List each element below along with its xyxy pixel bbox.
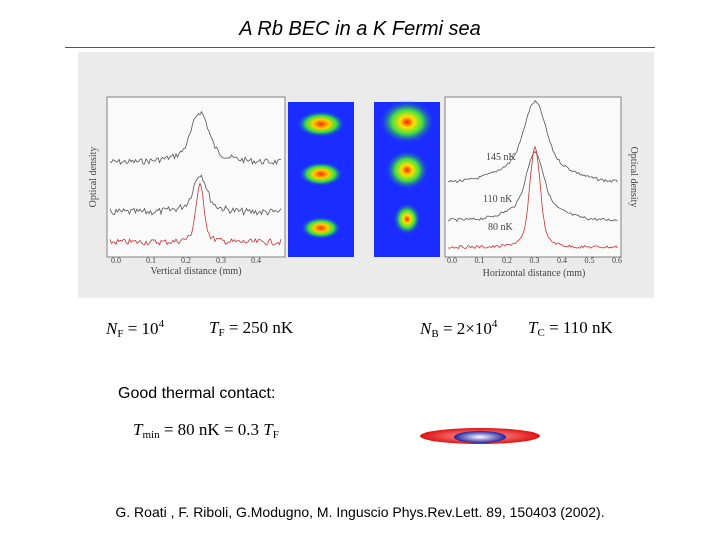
tick-label: 0.5 — [585, 256, 595, 265]
trace — [109, 182, 282, 246]
tick-label: 0.1 — [475, 256, 485, 265]
tick-label: 0.0 — [447, 256, 457, 265]
trace — [109, 110, 282, 166]
title: A Rb BEC in a K Fermi sea — [239, 18, 481, 40]
y-label: Optical density — [88, 147, 99, 208]
trace — [109, 174, 282, 217]
x-label: Horizontal distance (mm) — [483, 268, 586, 279]
tick-label: 0.2 — [181, 256, 191, 265]
tick-label: 0.3 — [216, 256, 226, 265]
tick-label: 0.1 — [146, 256, 156, 265]
formula: TC = 110 nK — [528, 318, 613, 339]
tick-label: 0.0 — [111, 256, 121, 265]
rule — [65, 47, 655, 48]
cloud-diagram — [420, 428, 540, 444]
trace — [447, 145, 618, 249]
x-label: Vertical distance (mm) — [150, 266, 241, 277]
formula: Tmin = 80 nK = 0.3 TF — [133, 420, 279, 441]
y-label: Optical density — [628, 147, 639, 208]
tick-label: 0.3 — [530, 256, 540, 265]
tick-label: 0.4 — [557, 256, 567, 265]
citation: G. Roati , F. Riboli, G.Modugno, M. Ingu… — [115, 504, 605, 520]
curve-label: 80 nK — [488, 222, 514, 233]
curve-label: 145 nK — [486, 152, 517, 163]
tick-label: 0.4 — [251, 256, 261, 265]
formula: NB = 2×104 — [420, 318, 498, 340]
contact-text: Good thermal contact: — [118, 385, 276, 402]
curve-label: 110 nK — [483, 194, 513, 205]
figure: Optical density Vertical distance (mm) H… — [78, 52, 654, 298]
tick-label: 0.2 — [502, 256, 512, 265]
tick-label: 0.6 — [612, 256, 622, 265]
formula: TF = 250 nK — [209, 318, 294, 339]
trace — [447, 100, 618, 184]
formula: NF = 104 — [106, 318, 165, 340]
